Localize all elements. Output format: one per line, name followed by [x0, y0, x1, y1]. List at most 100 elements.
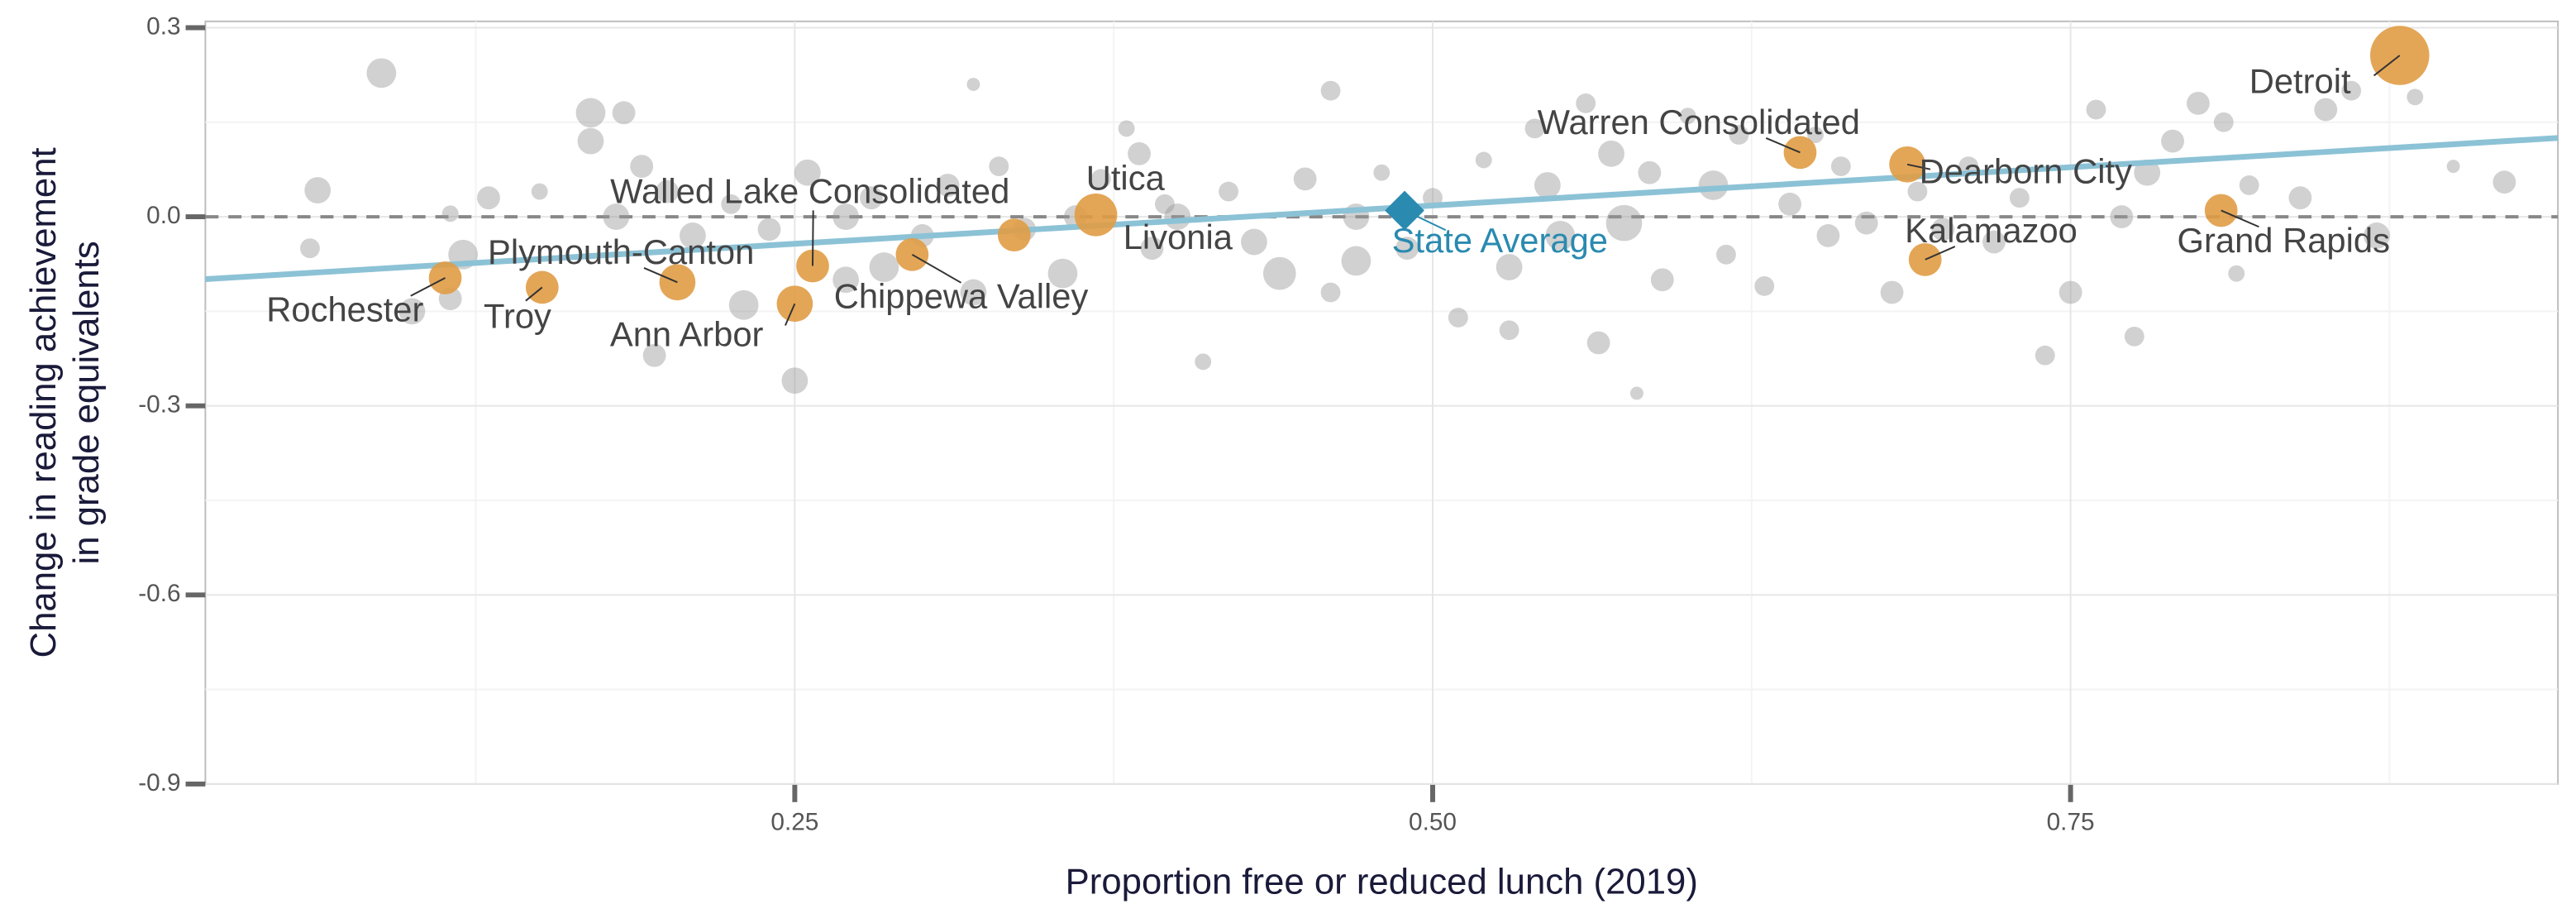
district-point: [1499, 320, 1519, 341]
y-tick-label: -0.3: [138, 391, 180, 419]
highlighted-district: [1074, 193, 1118, 237]
district-point: [1605, 204, 1643, 242]
district-point: [1650, 268, 1674, 292]
district-point: [2228, 265, 2245, 282]
district-label: Detroit: [2249, 61, 2351, 100]
district-point: [398, 298, 426, 325]
district-point: [966, 78, 980, 91]
district-point: [2110, 205, 2134, 228]
district-point: [1320, 80, 1341, 101]
district-point: [1320, 282, 1341, 303]
district-point: [1219, 181, 1239, 202]
x-axis-title: Proportion free or reduced lunch (2019): [1066, 862, 1698, 902]
district-point: [2288, 186, 2312, 210]
district-point: [1907, 181, 1928, 202]
district-point: [1128, 141, 1151, 165]
district-point: [1154, 194, 1175, 214]
district-point: [1195, 353, 1212, 371]
leader-line: [1906, 163, 1931, 170]
district-point: [680, 222, 706, 249]
plot-panel: [204, 20, 2559, 785]
district-point: [721, 194, 742, 214]
x-tick-label: 0.75: [2047, 808, 2095, 835]
district-point: [1524, 118, 1545, 139]
district-point: [1679, 108, 1696, 125]
x-tick-label: 0.25: [770, 808, 818, 835]
district-point: [757, 218, 781, 242]
district-point: [2086, 99, 2106, 120]
district-point: [728, 289, 759, 320]
y-axis-title: in grade equivalents: [66, 241, 107, 564]
leader-line: [1404, 209, 1447, 232]
district-point: [1729, 125, 1749, 145]
district-point: [1931, 218, 1955, 242]
district-label: Ann Arbor: [610, 314, 764, 353]
y-tick-label: 0.3: [146, 12, 180, 40]
district-point: [603, 203, 630, 230]
district-point: [1586, 331, 1610, 355]
district-point: [1395, 237, 1419, 261]
district-label: Walled Lake Consolidated: [610, 172, 1009, 211]
district-point: [1140, 237, 1164, 261]
district-label: Rochester: [266, 290, 423, 329]
district-point: [2187, 91, 2210, 115]
district-point: [1241, 228, 1267, 256]
district-point: [1698, 170, 1729, 200]
district-point: [575, 98, 606, 128]
y-axis-title: Change in reading achievement: [23, 147, 64, 658]
highlighted-district: [659, 264, 696, 301]
district-point: [477, 186, 500, 210]
district-point: [1293, 167, 1317, 191]
district-point: [612, 101, 636, 125]
district-point: [300, 238, 320, 259]
leader-line: [410, 277, 446, 297]
district-point: [2239, 175, 2259, 195]
district-label: Utica: [1086, 159, 1166, 198]
district-point: [1118, 120, 1135, 137]
district-label: Troy: [484, 297, 551, 336]
district-point: [2364, 222, 2390, 249]
district-point: [1778, 192, 1802, 216]
leader-line: [643, 267, 678, 284]
district-point: [1475, 151, 1492, 169]
district-point: [989, 156, 1009, 177]
leader-line: [2373, 55, 2401, 77]
district-label: Plymouth-Canton: [488, 232, 754, 271]
leader-line: [911, 253, 962, 284]
district-point: [2341, 80, 2362, 101]
district-point: [2058, 280, 2082, 304]
district-point: [1754, 275, 1775, 296]
y-tick-label: 0.0: [146, 202, 180, 229]
district-point: [1341, 246, 1371, 276]
leader-line: [2221, 209, 2259, 228]
district-point: [1830, 156, 1851, 177]
y-tick-label: -0.9: [138, 769, 180, 796]
district-point: [860, 186, 883, 210]
district-point: [832, 203, 860, 230]
district-point: [1880, 280, 1904, 304]
leader-line: [784, 303, 796, 326]
district-point: [531, 183, 548, 200]
district-point: [2314, 98, 2338, 122]
district-point: [2134, 159, 2161, 186]
y-tick-label: -0.6: [138, 580, 180, 607]
district-point: [1576, 93, 1596, 113]
district-point: [1638, 160, 1662, 184]
district-label: Grand Rapids: [2178, 221, 2390, 260]
district-point: [1448, 308, 1468, 328]
x-tick-label: 0.50: [1409, 808, 1457, 835]
district-point: [1262, 256, 1296, 290]
district-point: [1629, 386, 1643, 400]
district-point: [1816, 224, 1840, 247]
district-point: [2124, 326, 2144, 347]
leader-line: [1765, 137, 1801, 154]
district-point: [936, 174, 960, 197]
district-label: Kalamazoo: [1905, 211, 2077, 250]
district-point: [1598, 140, 1624, 167]
district-point: [304, 177, 332, 203]
district-point: [869, 252, 899, 282]
state-average-label: State Average: [1392, 221, 1608, 260]
district-point: [2035, 345, 2055, 366]
district-label: Chippewa Valley: [834, 277, 1089, 316]
